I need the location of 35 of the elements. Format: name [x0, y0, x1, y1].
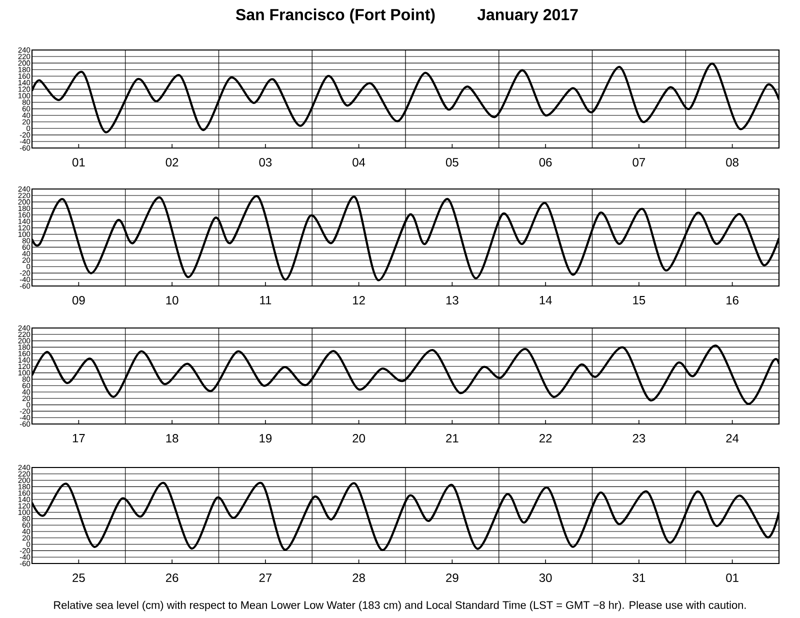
- x-tick-label: 02: [166, 158, 178, 167]
- x-tick-label: 16: [726, 296, 738, 305]
- x-tick-label: 31: [632, 574, 646, 582]
- x-tick-label: 04: [352, 158, 366, 167]
- x-tick-label: 13: [446, 296, 458, 305]
- x-tick-label: 11: [260, 296, 272, 304]
- x-tick-label: 25: [72, 574, 85, 582]
- x-tick-label: 21: [446, 434, 458, 442]
- text: Relative sea level (cm) with respect to Mean Lower Low Water (183 cm) and Local Standard Time (LST = GMT −8 hr). Please use with caution.: [54, 600, 746, 612]
- chart-subtitle: January 2017: [477, 8, 578, 24]
- x-tick-label: 23: [632, 434, 646, 443]
- x-tick-label: 29: [446, 574, 458, 582]
- x-tick-label: 26: [166, 574, 178, 582]
- x-tick-label: 08: [726, 158, 738, 167]
- x-tick-label: 30: [539, 574, 552, 582]
- x-tick-label: 28: [352, 574, 365, 582]
- x-tick-label: 24: [726, 434, 739, 442]
- x-tick-label: 19: [260, 434, 272, 443]
- x-tick-label: 27: [259, 574, 272, 582]
- x-tick-label: 03: [259, 158, 272, 167]
- x-tick-label: 12: [353, 296, 365, 304]
- x-tick-label: 10: [166, 296, 178, 305]
- x-tick-label: 01: [726, 574, 738, 582]
- x-tick-label: 09: [72, 296, 85, 305]
- x-tick-label: 18: [166, 434, 178, 443]
- x-tick-label: 14: [540, 296, 552, 304]
- x-tick-label: 22: [539, 434, 552, 442]
- x-tick-label: 06: [539, 158, 552, 167]
- x-tick-label: 01: [72, 158, 85, 167]
- x-tick-label: 15: [633, 296, 646, 304]
- chart-title: San Francisco (Fort Point): [236, 8, 435, 24]
- x-tick-label: 20: [352, 434, 366, 443]
- x-tick-label: 07: [632, 158, 645, 167]
- x-tick-label: 05: [446, 158, 458, 167]
- x-tick-label: 17: [72, 434, 85, 442]
